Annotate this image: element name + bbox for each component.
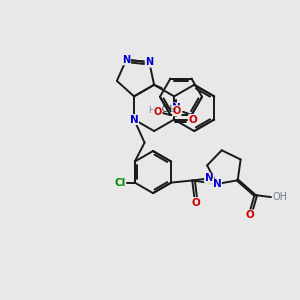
- Text: N: N: [145, 57, 153, 67]
- Text: N: N: [205, 173, 213, 183]
- Text: CH₃: CH₃: [161, 105, 176, 114]
- Text: O: O: [246, 210, 255, 220]
- Text: H: H: [148, 106, 155, 115]
- Text: Cl: Cl: [114, 178, 126, 188]
- Text: N: N: [172, 103, 181, 113]
- Text: N: N: [130, 115, 138, 124]
- Text: N: N: [122, 55, 130, 65]
- Text: N: N: [213, 179, 221, 189]
- Text: O: O: [189, 115, 197, 124]
- Text: O: O: [191, 198, 200, 208]
- Text: OH: OH: [272, 192, 287, 202]
- Text: O: O: [154, 107, 162, 117]
- Text: O: O: [173, 106, 181, 116]
